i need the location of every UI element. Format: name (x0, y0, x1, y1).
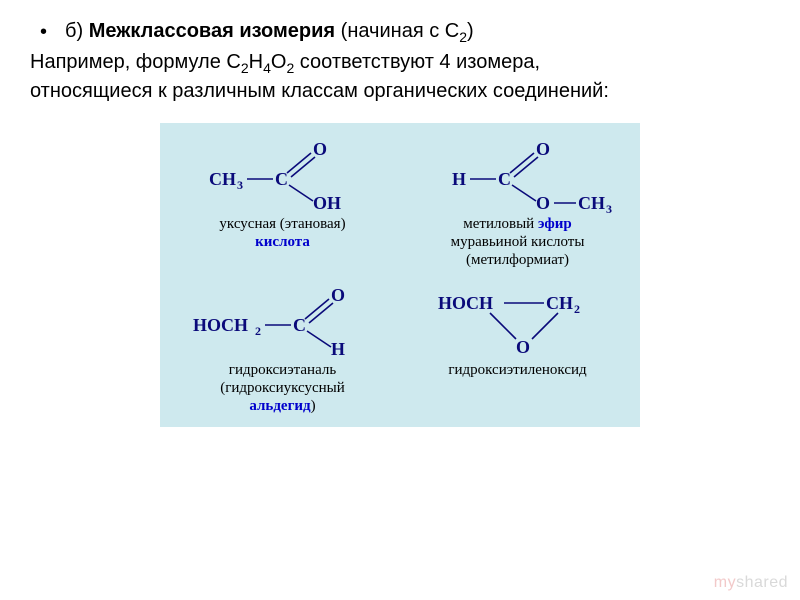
cap2-l2: муравьиной кислоты (451, 234, 585, 250)
heading-suffix1: (начиная с С (335, 20, 459, 42)
structure-methyl-formate: H C O O CH3 (418, 137, 618, 213)
caption-methyl-formate: метиловый эфир муравьиной кислоты (метил… (451, 215, 585, 269)
watermark-my: my (714, 574, 736, 591)
heading-prefix: б) (65, 20, 89, 42)
body-l2: относящиеся к различным классам органиче… (30, 80, 609, 102)
svg-text:O: O (536, 193, 550, 213)
svg-text:O: O (313, 139, 327, 159)
svg-text:O: O (536, 139, 550, 159)
svg-text:H: H (331, 339, 345, 359)
body-l1d: соответствуют 4 изомера, (294, 51, 540, 73)
isomers-figure: CH3 C O OH уксусная (этановая) кислота H (160, 123, 640, 427)
svg-text:2: 2 (574, 302, 580, 316)
heading-sub: 2 (459, 29, 467, 45)
body-s2: 4 (263, 60, 271, 76)
cap2-l1pre: метиловый (463, 216, 538, 232)
cap3-l3post: ) (311, 398, 316, 414)
svg-text:CH: CH (546, 293, 573, 313)
body-l1a: Например, формуле C (30, 51, 241, 73)
heading-text: б) Межклассовая изомерия (начиная с С2) (65, 20, 474, 45)
cap1-l1: уксусная (этановая) (219, 216, 345, 232)
compound-hydroxy-ethylene-oxide: HOCH CH2 O гидроксиэтиленоксид (405, 283, 630, 415)
structure-hydroxy-ethylene-oxide: HOCH CH2 O (418, 283, 618, 359)
cap4-l1: гидроксиэтиленоксид (448, 362, 586, 378)
svg-text:C: C (293, 315, 306, 335)
compound-acetic-acid: CH3 C O OH уксусная (этановая) кислота (170, 137, 395, 269)
svg-text:2: 2 (255, 324, 261, 338)
svg-text:C: C (498, 169, 511, 189)
cap3-l3b: альдегид (249, 398, 310, 414)
bullet: • (40, 20, 47, 44)
body-paragraph: Например, формуле C2H4O2 соответствуют 4… (30, 49, 770, 105)
body-s1: 2 (241, 60, 249, 76)
svg-text:OH: OH (313, 193, 341, 213)
svg-text:C: C (275, 169, 288, 189)
caption-hydroxy-ethylene-oxide: гидроксиэтиленоксид (448, 361, 586, 379)
svg-text:3: 3 (606, 202, 612, 213)
svg-text:O: O (516, 337, 530, 357)
svg-text:3: 3 (237, 178, 243, 192)
svg-text:CH: CH (578, 193, 605, 213)
heading-suffix2: ) (467, 20, 474, 42)
cap1-l2b: кислота (255, 234, 310, 250)
svg-text:HOCH: HOCH (193, 315, 248, 335)
svg-text:H: H (452, 169, 466, 189)
structure-acetic-acid: CH3 C O OH (183, 137, 383, 213)
svg-text:O: O (331, 285, 345, 305)
svg-text:HOCH: HOCH (438, 293, 493, 313)
cap2-l3: (метилформиат) (466, 252, 569, 268)
cap3-l1: гидроксиэтаналь (229, 362, 336, 378)
compound-glycolaldehyde: HOCH 2 C O H гидроксиэтаналь (гидроксиукс… (170, 283, 395, 415)
caption-glycolaldehyde: гидроксиэтаналь (гидроксиуксусный альдег… (220, 361, 345, 415)
cap3-l2: (гидроксиуксусный (220, 380, 345, 396)
caption-acetic-acid: уксусная (этановая) кислота (219, 215, 345, 251)
body-l1b: H (249, 51, 263, 73)
watermark-shared: shared (736, 574, 788, 591)
compound-methyl-formate: H C O O CH3 метиловый эфир муравьиной ки… (405, 137, 630, 269)
body-l1c: O (271, 51, 287, 73)
heading-row: • б) Межклассовая изомерия (начиная с С2… (30, 20, 770, 45)
structure-glycolaldehyde: HOCH 2 C O H (183, 283, 383, 359)
heading-bold: Межклассовая изомерия (89, 20, 335, 42)
figure-container: CH3 C O OH уксусная (этановая) кислота H (30, 123, 770, 427)
svg-text:CH: CH (209, 169, 236, 189)
watermark: myshared (714, 574, 788, 592)
cap2-l1b: эфир (538, 216, 572, 232)
